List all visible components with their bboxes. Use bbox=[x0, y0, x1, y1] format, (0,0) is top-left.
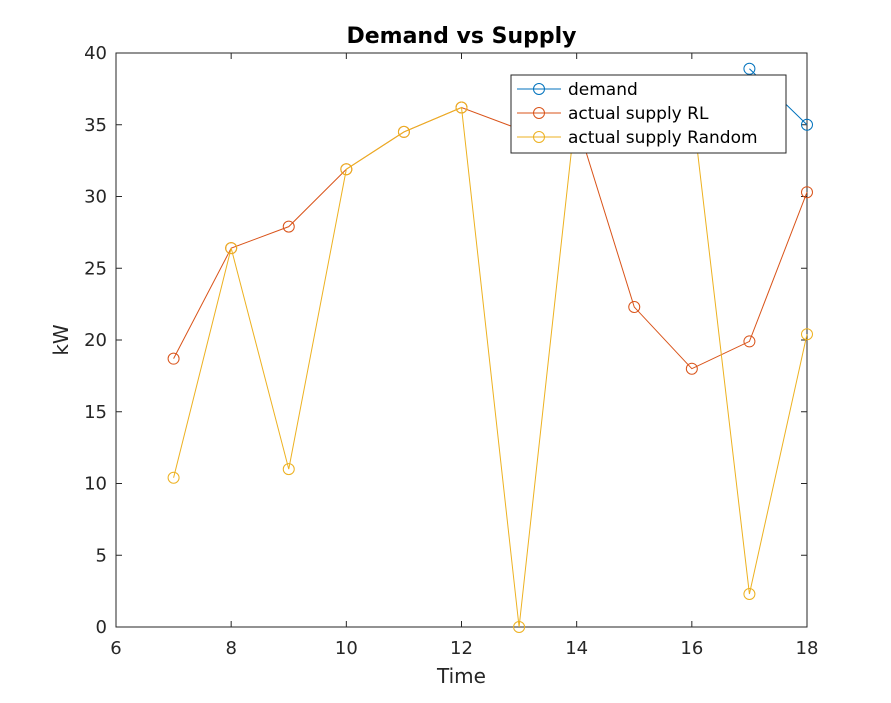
legend-item: actual supply RL bbox=[517, 104, 709, 124]
y-tick-label: 30 bbox=[84, 187, 107, 208]
legend-item: actual supply Random bbox=[517, 128, 758, 148]
x-axis-ticks: 6 8 10 12 14 16 18 bbox=[110, 53, 818, 659]
data-point-demand bbox=[743, 62, 756, 75]
y-tick-label: 40 bbox=[84, 43, 107, 64]
y-axis-label: kW bbox=[49, 324, 73, 356]
y-axis-ticks: 0 5 10 15 20 25 30 35 40 bbox=[84, 43, 807, 638]
x-tick-label: 12 bbox=[450, 638, 473, 659]
data-point-actual-supply-rl bbox=[282, 220, 295, 233]
data-point-actual-supply-random bbox=[225, 242, 238, 255]
y-tick-label: 20 bbox=[84, 330, 107, 351]
legend-marker bbox=[533, 107, 545, 119]
x-axis-label: Time bbox=[436, 664, 486, 688]
legend: demand actual supply RL actual supply Rand… bbox=[510, 74, 787, 154]
series-line-actual-supply-rl bbox=[173, 106, 808, 370]
data-point-actual-supply-random bbox=[340, 163, 353, 176]
legend-marker bbox=[533, 83, 545, 95]
data-point-actual-supply-random bbox=[801, 328, 813, 341]
legend-label: actual supply Random bbox=[568, 128, 758, 148]
data-point-actual-supply-rl bbox=[628, 300, 641, 313]
data-point-actual-supply-random bbox=[167, 471, 180, 484]
legend-marker bbox=[533, 131, 545, 143]
x-tick-label: 8 bbox=[225, 638, 236, 659]
y-tick-label: 35 bbox=[84, 115, 107, 136]
legend-item: demand bbox=[517, 80, 638, 100]
y-tick-label: 5 bbox=[96, 545, 107, 566]
data-point-actual-supply-random bbox=[282, 463, 295, 476]
x-tick-label: 14 bbox=[565, 638, 588, 659]
x-tick-label: 6 bbox=[110, 638, 121, 659]
data-point-actual-supply-random bbox=[743, 587, 756, 600]
series-line-actual-supply-random bbox=[173, 102, 808, 628]
x-tick-label: 16 bbox=[680, 638, 703, 659]
x-tick-label: 18 bbox=[796, 638, 819, 659]
y-tick-label: 15 bbox=[84, 402, 107, 423]
data-point-actual-supply-random bbox=[513, 621, 526, 633]
y-tick-label: 0 bbox=[96, 617, 107, 638]
legend-label: demand bbox=[568, 80, 638, 100]
data-point-actual-supply-rl bbox=[167, 352, 180, 365]
data-point-actual-supply-rl bbox=[743, 335, 756, 348]
data-point-actual-supply-random bbox=[397, 125, 410, 138]
data-point-demand bbox=[801, 118, 813, 131]
legend-label: actual supply RL bbox=[568, 104, 709, 124]
y-tick-label: 25 bbox=[84, 258, 107, 279]
data-point-actual-supply-rl bbox=[801, 186, 813, 199]
x-tick-label: 10 bbox=[335, 638, 358, 659]
y-tick-label: 10 bbox=[84, 474, 107, 495]
legend-box bbox=[510, 74, 787, 154]
chart-title: Demand vs Supply bbox=[346, 24, 576, 49]
data-point-actual-supply-rl bbox=[685, 362, 698, 375]
data-point-actual-supply-random bbox=[455, 101, 468, 114]
